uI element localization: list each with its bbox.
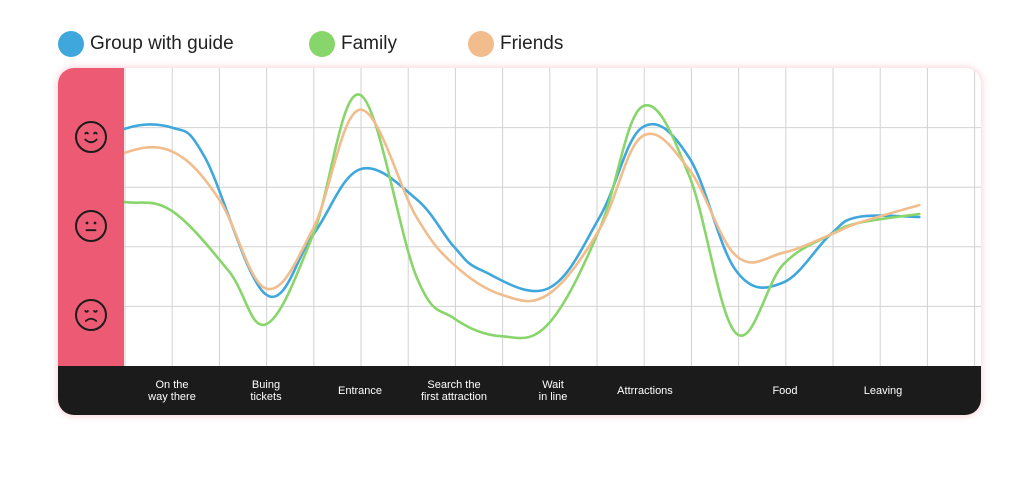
stage-label: Attrractions [617, 384, 673, 397]
stage-label: On the way there [148, 378, 196, 403]
stage-label: Wait in line [538, 378, 568, 403]
journey-line-chart [124, 68, 981, 366]
series-line-family [124, 93, 921, 340]
stage-label: Entrance [337, 384, 383, 397]
gridlines [124, 68, 981, 366]
legend-label-family: Family [341, 33, 397, 54]
mood-scale-bar [58, 68, 124, 366]
happy-face-icon [75, 121, 107, 153]
stage-label: Leaving [863, 384, 903, 397]
legend-item-family: Family [309, 29, 397, 59]
series-line-group-with-guide [124, 122, 921, 299]
legend-item-group-with-guide: Group with guide [58, 29, 234, 59]
series-line-friends [124, 108, 921, 303]
stage-label: Food [772, 384, 798, 397]
journey-map-card: On the way there Buing tickets Entrance Sea… [58, 68, 981, 415]
legend-swatch-group-with-guide [58, 31, 84, 57]
neutral-face-icon [75, 210, 107, 242]
legend-swatch-friends [468, 31, 494, 57]
stage-label: Search the first attraction [420, 378, 488, 403]
sad-face-icon [75, 299, 107, 331]
series-lines [124, 93, 921, 340]
stage-label: Buing tickets [250, 378, 282, 403]
legend-label-group-with-guide: Group with guide [90, 33, 234, 54]
journey-stages-bar: On the way there Buing tickets Entrance Sea… [58, 366, 981, 415]
legend-swatch-family [309, 31, 335, 57]
legend-item-friends: Friends [468, 29, 563, 59]
legend-label-friends: Friends [500, 33, 564, 54]
